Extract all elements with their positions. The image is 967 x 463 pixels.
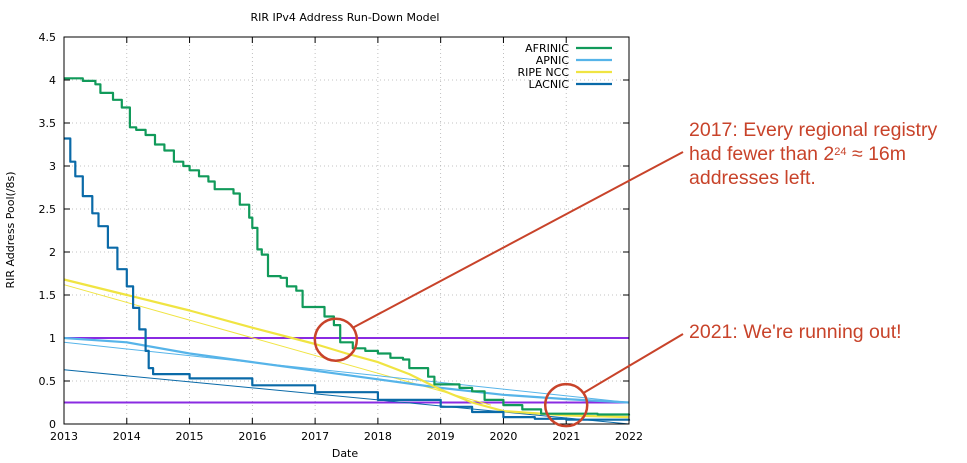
annotation-2017: 2017: Every regional registry had fewer … <box>689 118 937 190</box>
annotation-2017-exponent: 24 <box>834 146 847 158</box>
x-tick-label: 2018 <box>364 430 392 443</box>
y-tick-label: 1.5 <box>39 289 57 302</box>
pointer-line-2017 <box>352 151 684 329</box>
x-tick-label: 2019 <box>427 430 455 443</box>
y-tick-label: 0 <box>49 418 56 431</box>
annotation-2017-line2-post: ≈ 16m <box>846 143 907 165</box>
legend-label: LACNIC <box>528 78 569 91</box>
annotation-2021: 2021: We're running out! <box>689 320 902 344</box>
model-line <box>63 369 630 425</box>
x-tick-label: 2016 <box>238 430 266 443</box>
annotation-2017-line2-pre: had fewer than 2 <box>689 143 835 165</box>
y-tick-label: 2 <box>49 246 56 259</box>
x-tick-label: 2013 <box>50 430 78 443</box>
annotation-2017-line2: had fewer than 224 ≈ 16m <box>689 142 937 166</box>
pointer-line-2021 <box>582 333 684 394</box>
chart-title: RIR IPv4 Address Run-Down Model <box>251 11 440 24</box>
series-line-afrinic <box>64 77 631 416</box>
x-tick-label: 2020 <box>489 430 517 443</box>
model-line <box>63 341 630 403</box>
x-tick-label: 2022 <box>615 430 643 443</box>
y-axis-label: RIR Address Pool(/8s) <box>4 171 17 288</box>
legend-label: RIPE NCC <box>517 66 569 79</box>
axis-ticks: 0 0.5 1 1.5 2 2.5 3 3.5 4 4.5 2013 2014 2015 2016 2017… <box>39 31 644 443</box>
highlight-circle-2017 <box>313 317 359 362</box>
x-tick-label: 2021 <box>552 430 580 443</box>
y-tick-label: 4 <box>49 74 56 87</box>
y-tick-label: 4.5 <box>39 31 57 44</box>
legend-label: APNIC <box>536 54 570 67</box>
annotation-2017-line3: addresses left. <box>689 167 816 189</box>
highlight-circle-2021 <box>543 382 589 428</box>
y-tick-label: 3.5 <box>39 117 57 130</box>
annotation-2021-text: 2021: We're running out! <box>689 321 902 343</box>
x-tick-label: 2015 <box>176 430 204 443</box>
x-axis-label: Date <box>332 447 359 460</box>
series-line-lacnic <box>64 137 631 421</box>
y-tick-label: 3 <box>49 160 56 173</box>
legend-label: AFRINIC <box>525 42 569 55</box>
grid <box>64 37 629 424</box>
series-group <box>63 77 631 425</box>
y-tick-label: 2.5 <box>39 203 57 216</box>
x-tick-label: 2014 <box>113 430 141 443</box>
y-tick-label: 1 <box>49 332 56 345</box>
annotation-marks <box>313 151 684 428</box>
annotation-2017-line1: 2017: Every regional registry <box>689 119 938 141</box>
y-tick-label: 0.5 <box>39 375 57 388</box>
x-tick-label: 2017 <box>301 430 329 443</box>
plot-frame <box>63 36 630 425</box>
series-line-apnic <box>63 336 630 404</box>
